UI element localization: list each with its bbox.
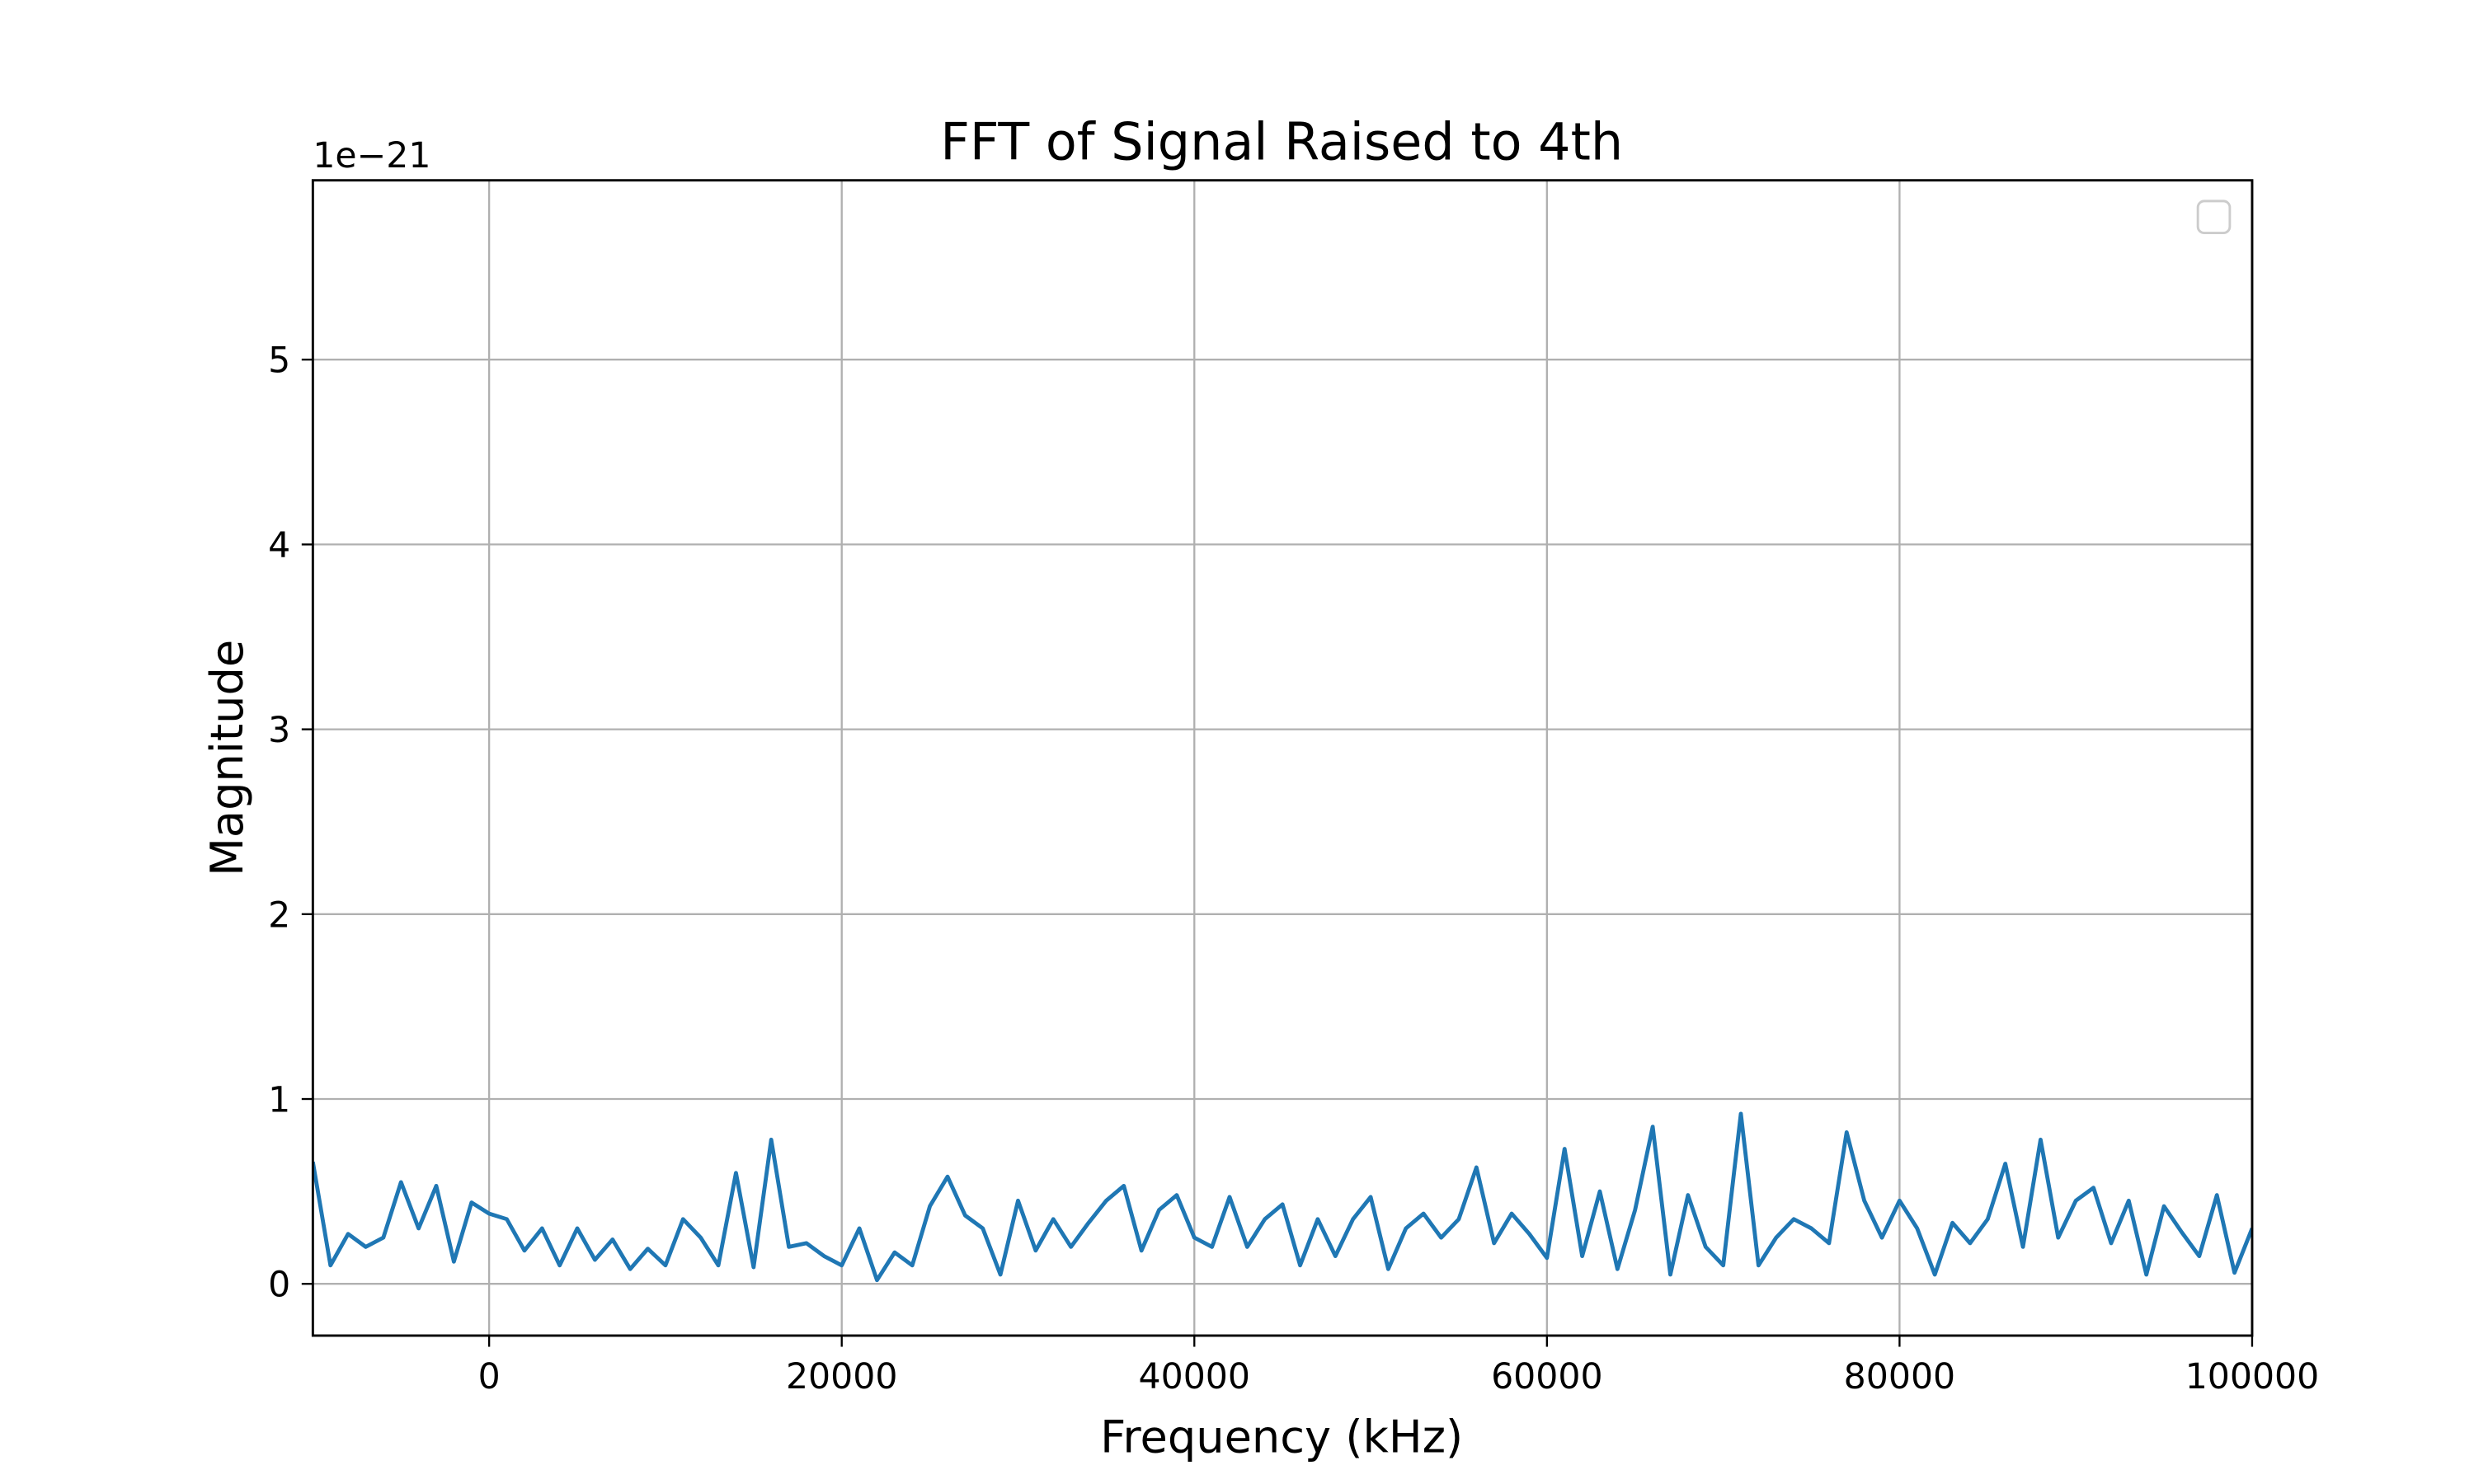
x-tick-label: 40000 — [1139, 1356, 1250, 1397]
legend-box — [2196, 200, 2232, 235]
chart-title: FFT of Signal Raised to 4th — [940, 113, 1623, 172]
x-axis-label: Frequency (kHz) — [1100, 1411, 1463, 1463]
y-offset-label: 1e−21 — [313, 135, 430, 176]
x-tick-label: 20000 — [786, 1356, 897, 1397]
y-axis-label: Magnitude — [201, 640, 253, 876]
y-tick-label: 2 — [268, 895, 290, 936]
y-tick-label: 0 — [268, 1265, 290, 1306]
y-tick-label: 4 — [268, 525, 290, 566]
x-tick-label: 80000 — [1844, 1356, 1955, 1397]
y-tick-label: 5 — [268, 340, 290, 382]
plot-frame — [311, 179, 2254, 1337]
x-tick-label: 100000 — [2185, 1356, 2320, 1397]
x-tick-label: 0 — [478, 1356, 501, 1397]
y-tick-label: 1 — [268, 1079, 290, 1120]
x-tick-label: 60000 — [1491, 1356, 1602, 1397]
y-tick-label: 3 — [268, 710, 290, 751]
data-line — [313, 1111, 2252, 1283]
